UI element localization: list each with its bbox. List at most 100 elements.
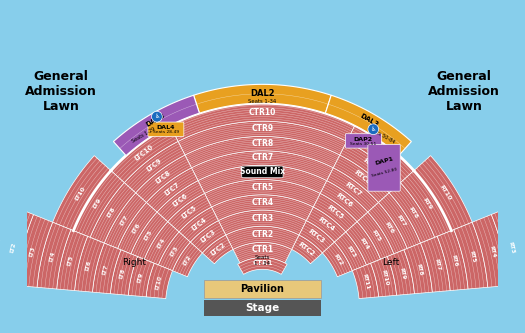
Polygon shape (185, 137, 340, 168)
Text: CTR10: CTR10 (249, 108, 276, 117)
Text: LTC4: LTC4 (190, 216, 207, 232)
Polygon shape (371, 256, 396, 297)
Text: LT6: LT6 (131, 222, 141, 234)
Polygon shape (118, 202, 157, 254)
Polygon shape (334, 232, 366, 271)
Text: Right: Right (122, 258, 146, 267)
Text: LT2: LT2 (182, 254, 192, 266)
Text: DAP3: DAP3 (145, 112, 166, 128)
Text: Seats 1-29: Seats 1-29 (131, 127, 156, 144)
Text: LTC5: LTC5 (181, 204, 198, 219)
Text: ♿: ♿ (154, 114, 160, 119)
Text: CTR3: CTR3 (251, 214, 274, 223)
Text: General
Admission
Lawn: General Admission Lawn (25, 70, 97, 113)
Text: RT5: RT5 (371, 229, 382, 242)
Polygon shape (0, 203, 17, 284)
Text: RTC7: RTC7 (344, 180, 363, 197)
Polygon shape (92, 243, 121, 294)
Polygon shape (111, 126, 178, 183)
Polygon shape (110, 250, 138, 295)
Text: LTC3: LTC3 (200, 229, 217, 244)
Polygon shape (299, 220, 334, 253)
Polygon shape (346, 222, 381, 265)
Text: RT10: RT10 (380, 269, 389, 286)
Text: LTC2: LTC2 (209, 242, 227, 257)
Polygon shape (508, 203, 525, 284)
Text: General
Admission
Lawn: General Admission Lawn (428, 70, 500, 113)
Polygon shape (387, 250, 414, 295)
Text: DAL2: DAL2 (250, 89, 275, 98)
Text: RTC5: RTC5 (326, 204, 345, 220)
Text: LT10: LT10 (154, 274, 163, 290)
Text: DAP1: DAP1 (374, 156, 394, 166)
Polygon shape (233, 242, 292, 263)
Polygon shape (198, 165, 327, 193)
Text: LTC9: LTC9 (145, 158, 163, 173)
Text: CTR8: CTR8 (251, 139, 274, 148)
Text: RTC9: RTC9 (362, 158, 380, 174)
Polygon shape (320, 180, 368, 222)
Polygon shape (414, 156, 472, 231)
Text: LT3: LT3 (29, 246, 36, 258)
Polygon shape (307, 207, 346, 242)
Polygon shape (454, 222, 488, 289)
Polygon shape (437, 230, 468, 291)
Text: RT3: RT3 (507, 241, 515, 254)
FancyBboxPatch shape (148, 122, 184, 137)
Polygon shape (326, 95, 412, 156)
Text: RT4: RT4 (359, 237, 370, 250)
Circle shape (152, 111, 162, 122)
Text: RT5: RT5 (469, 250, 477, 263)
Polygon shape (389, 183, 435, 243)
Polygon shape (292, 235, 322, 264)
Text: CTR2: CTR2 (251, 230, 274, 239)
Polygon shape (37, 222, 71, 289)
Text: Pavilion: Pavilion (240, 284, 285, 294)
Text: Seats
1 - 34: Seats 1 - 34 (255, 255, 270, 266)
Polygon shape (16, 214, 52, 287)
Text: LT7: LT7 (119, 214, 129, 227)
Text: RT9: RT9 (398, 267, 406, 280)
Text: Sound Mix: Sound Mix (240, 167, 285, 176)
Text: LT5: LT5 (67, 255, 74, 267)
Text: CTR1: CTR1 (252, 260, 272, 266)
Polygon shape (146, 168, 198, 212)
Polygon shape (131, 212, 167, 259)
Polygon shape (421, 236, 450, 292)
Text: LT1: LT1 (0, 238, 2, 249)
Circle shape (368, 124, 379, 135)
Polygon shape (368, 202, 407, 254)
Polygon shape (218, 210, 307, 235)
Polygon shape (238, 258, 287, 274)
Text: RT6: RT6 (450, 254, 458, 267)
Text: RTC8: RTC8 (352, 169, 371, 185)
Polygon shape (401, 170, 452, 237)
Polygon shape (313, 193, 357, 232)
Text: RTC2: RTC2 (297, 241, 316, 257)
Text: RT2: RT2 (522, 237, 525, 250)
Text: RT7: RT7 (433, 258, 441, 272)
Polygon shape (491, 208, 525, 285)
Polygon shape (157, 180, 205, 222)
Polygon shape (472, 214, 508, 287)
Text: CTR7: CTR7 (251, 154, 274, 163)
Polygon shape (194, 84, 331, 113)
Text: LT8: LT8 (106, 206, 117, 219)
Text: LTC7: LTC7 (163, 181, 181, 196)
Text: LT9: LT9 (92, 197, 102, 210)
Polygon shape (0, 208, 34, 285)
Polygon shape (322, 242, 352, 277)
Text: RT3: RT3 (345, 245, 356, 258)
Polygon shape (205, 179, 320, 207)
Polygon shape (75, 236, 104, 292)
Text: LT9: LT9 (136, 272, 144, 283)
Polygon shape (333, 155, 389, 202)
Text: Seats 52-80: Seats 52-80 (371, 167, 397, 178)
Polygon shape (340, 142, 401, 193)
Text: RT4: RT4 (489, 245, 496, 258)
Polygon shape (124, 142, 185, 193)
Text: RT8: RT8 (408, 206, 419, 219)
Polygon shape (146, 263, 173, 299)
Polygon shape (191, 220, 226, 253)
Polygon shape (202, 235, 233, 264)
